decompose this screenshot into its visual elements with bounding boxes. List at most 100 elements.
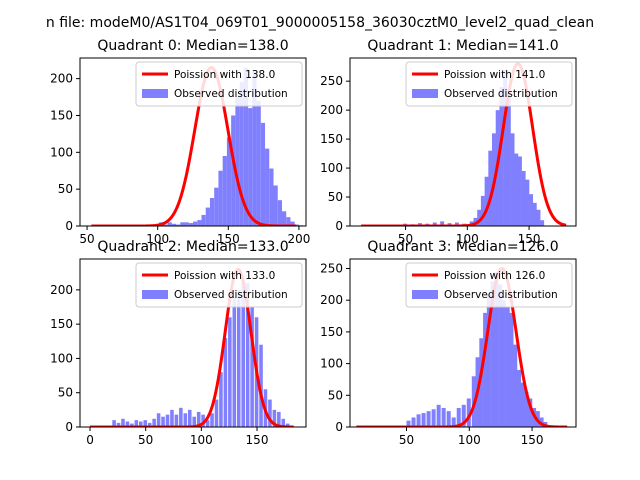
histogram-bar	[130, 423, 134, 427]
histogram-bar	[525, 179, 530, 226]
histogram-bar	[228, 317, 232, 427]
histogram-bar	[231, 115, 236, 226]
poisson-curve	[356, 266, 568, 427]
subplot-quadrant-0: 50 100 150 200 0 50 100 150 200 Quadrant 0: Media…	[50, 38, 310, 246]
histogram-bar	[214, 187, 219, 226]
subplot-panels: 50 100 150 200 0 50 100 150 200 Quadrant 0: Media…	[50, 38, 577, 447]
x-tick-label: 100	[190, 433, 213, 447]
y-tick-label: 50	[58, 386, 73, 400]
y-tick-label: 50	[328, 388, 343, 402]
histogram-bar	[239, 82, 244, 226]
histogram-bar	[501, 300, 506, 427]
x-tick-label: 150	[217, 232, 240, 246]
histogram-bar	[532, 202, 537, 226]
histogram-bar	[499, 86, 504, 226]
histogram-bar	[218, 170, 223, 226]
histogram-bar	[440, 221, 445, 226]
legend-hist-label: Observed distribution	[174, 289, 288, 301]
subplot-title: Quadrant 3: Median=126.0	[367, 239, 558, 255]
histogram-bar	[188, 223, 193, 226]
histogram-bar	[243, 67, 249, 226]
y-tick-label: 150	[320, 132, 343, 146]
histogram-bar	[192, 416, 197, 427]
legend-hist-label: Observed distribution	[444, 88, 558, 100]
histogram-bar	[483, 312, 488, 427]
legend-curve-label: Poission with 133.0	[174, 270, 275, 282]
axes-frame	[79, 258, 307, 428]
histogram-bar	[167, 222, 172, 226]
histogram-bar	[165, 414, 170, 427]
y-tick-label: 200	[320, 293, 343, 307]
histogram-bar	[116, 422, 121, 427]
axes-frame	[79, 57, 307, 227]
legend-curve-label: Poission with 126.0	[444, 270, 545, 282]
legend-hist-swatch	[412, 89, 438, 98]
histogram-bar	[454, 222, 459, 226]
y-tick-label: 50	[58, 182, 73, 196]
figure-suptitle: n file: modeM0/AS1T04_069T01_9000005158_…	[46, 15, 594, 31]
y-tick-label: 100	[50, 351, 73, 365]
histogram-bar	[461, 404, 466, 427]
y-tick-label: 150	[50, 317, 73, 331]
histogram-bar	[411, 417, 416, 427]
histogram-bar	[494, 271, 499, 427]
legend-box	[405, 262, 573, 308]
x-tick-label: 200	[287, 232, 310, 246]
histogram-bar	[514, 153, 519, 226]
histogram-bar	[521, 170, 526, 226]
histogram-bar	[268, 399, 272, 427]
poisson-curve	[91, 66, 297, 226]
x-tick-label: 50	[399, 433, 414, 447]
histogram-bar	[171, 223, 177, 226]
histogram-bar	[421, 413, 426, 427]
histogram-bar	[226, 137, 232, 226]
histogram-bar	[486, 293, 491, 427]
histogram-bar	[286, 217, 291, 226]
histogram-bar	[277, 411, 281, 427]
y-tick-label: 150	[50, 108, 73, 122]
histogram-bar	[524, 392, 529, 427]
histogram-bar	[222, 156, 227, 226]
histogram-bar	[210, 413, 214, 427]
x-tick-label: 100	[456, 232, 479, 246]
histogram-bar	[170, 409, 174, 427]
histogram-bar	[426, 411, 431, 427]
histogram-bar	[503, 69, 508, 226]
histogram-bar	[528, 398, 533, 427]
histogram-bar	[520, 382, 525, 427]
histogram-bar	[446, 411, 451, 427]
y-tick-label: 250	[320, 74, 343, 88]
legend: Poission with 126.0 Observed distribution	[405, 262, 573, 308]
y-tick-label: 250	[320, 262, 343, 276]
histogram-bar	[265, 148, 270, 226]
histogram-bar	[163, 224, 168, 226]
x-tick-label: 50	[398, 232, 413, 246]
x-tick-label: 100	[458, 433, 481, 447]
histogram-bar	[193, 221, 198, 226]
histogram-bar	[180, 222, 185, 226]
y-tick-label: 0	[65, 420, 73, 434]
subplot-title: Quadrant 0: Median=138.0	[97, 38, 288, 54]
histogram-bar	[441, 407, 446, 427]
histogram-bar	[134, 420, 139, 427]
histogram-bar	[272, 409, 277, 427]
histogram-bar	[205, 420, 210, 427]
histogram-bar	[176, 224, 181, 226]
subplot-quadrant-2: 0 50 100 150 0 50 100 150 200 Quadrant 2: Median=…	[50, 239, 307, 447]
histogram-bar	[488, 150, 493, 226]
axes-frame	[349, 258, 577, 428]
histogram-bar	[256, 100, 261, 226]
histogram-bar	[196, 411, 201, 427]
histogram-bar	[480, 195, 485, 226]
axes-frame	[349, 57, 577, 227]
histogram-bar	[139, 421, 143, 427]
histogram-bar	[260, 122, 266, 226]
legend-box	[135, 61, 303, 107]
subplot-title: Quadrant 1: Median=141.0	[367, 38, 558, 54]
histogram-bar	[484, 176, 489, 226]
histogram-bar	[183, 413, 188, 427]
histogram-bar	[436, 404, 441, 427]
y-tick-label: 100	[320, 357, 343, 371]
histogram-bar	[431, 409, 436, 427]
legend-curve-label: Poission with 141.0	[444, 69, 545, 81]
